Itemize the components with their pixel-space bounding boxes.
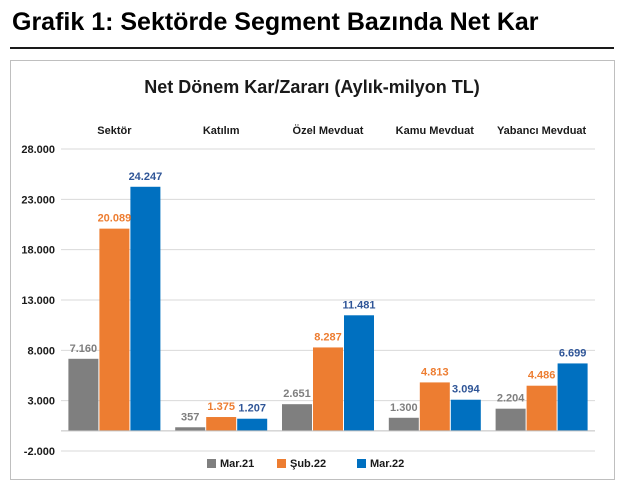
data-label: 4.813: [421, 366, 449, 378]
data-label: 1.300: [390, 402, 418, 414]
bar: [175, 427, 206, 431]
bars: [68, 186, 588, 431]
y-tick-label: 3.000: [27, 396, 55, 408]
title-rule: [10, 47, 614, 49]
data-label: 24.247: [129, 171, 163, 183]
data-label: 357: [181, 411, 199, 423]
data-label: 3.094: [452, 384, 480, 396]
legend-swatch: [277, 459, 286, 468]
data-label: 1.375: [207, 401, 235, 413]
legend-swatch: [207, 459, 216, 468]
legend-label: Şub.22: [290, 458, 326, 470]
legend-swatch: [357, 459, 366, 468]
bar: [206, 417, 237, 431]
y-tick-label: 18.000: [21, 245, 55, 257]
data-label: 7.160: [70, 343, 98, 355]
category-labels: Sektör Katılım Özel Mevduat Kamu Mevduat Yab…: [97, 124, 586, 137]
bar: [419, 382, 450, 431]
data-label: 2.204: [497, 393, 525, 405]
y-tick-label: 13.000: [21, 295, 55, 307]
bar: [313, 347, 343, 431]
y-tick-label: 8.000: [27, 345, 55, 357]
bar: [526, 385, 557, 431]
y-axis-ticks: 28.000 23.000 18.000 13.000 8.000 3.000 -2.000: [21, 144, 55, 458]
chart-title: Net Dönem Kar/Zararı (Aylık-milyon TL): [144, 77, 479, 97]
data-label: 20.089: [98, 213, 132, 225]
bar: [557, 363, 588, 431]
figure-title: Grafik 1: Sektörde Segment Bazında Net K…: [12, 8, 539, 36]
bar: [237, 418, 268, 431]
y-tick-label: 28.000: [21, 144, 55, 156]
legend-label: Mar.21: [220, 458, 254, 470]
data-label: 6.699: [559, 347, 587, 359]
chart-frame: Net Dönem Kar/Zararı (Aylık-milyon TL) 2…: [10, 60, 615, 480]
data-labels: 7.160 20.089 24.247 357 1.375 1.207 2.651 8.287…: [70, 171, 587, 423]
bar: [344, 315, 374, 431]
bar: [450, 399, 481, 431]
category-label: Özel Mevduat: [293, 124, 364, 137]
bar: [388, 417, 419, 431]
bar: [495, 408, 526, 431]
category-label: Sektör: [97, 125, 132, 137]
bar-chart: Net Dönem Kar/Zararı (Aylık-milyon TL) 2…: [21, 77, 595, 470]
data-label: 11.481: [342, 299, 375, 311]
category-label: Kamu Mevduat: [396, 125, 475, 137]
data-label: 4.486: [528, 370, 556, 382]
category-label: Katılım: [203, 125, 240, 137]
data-label: 8.287: [314, 331, 342, 343]
bar: [68, 358, 99, 431]
data-label: 2.651: [283, 388, 311, 400]
legend-label: Mar.22: [370, 458, 404, 470]
bar: [99, 228, 130, 431]
y-tick-label: 23.000: [21, 194, 55, 206]
y-tick-label: -2.000: [24, 446, 55, 458]
category-label: Yabancı Mevduat: [497, 125, 587, 137]
bar: [282, 404, 312, 431]
data-label: 1.207: [238, 403, 266, 415]
bar: [130, 186, 161, 431]
legend: Mar.21 Şub.22 Mar.22: [207, 458, 404, 470]
